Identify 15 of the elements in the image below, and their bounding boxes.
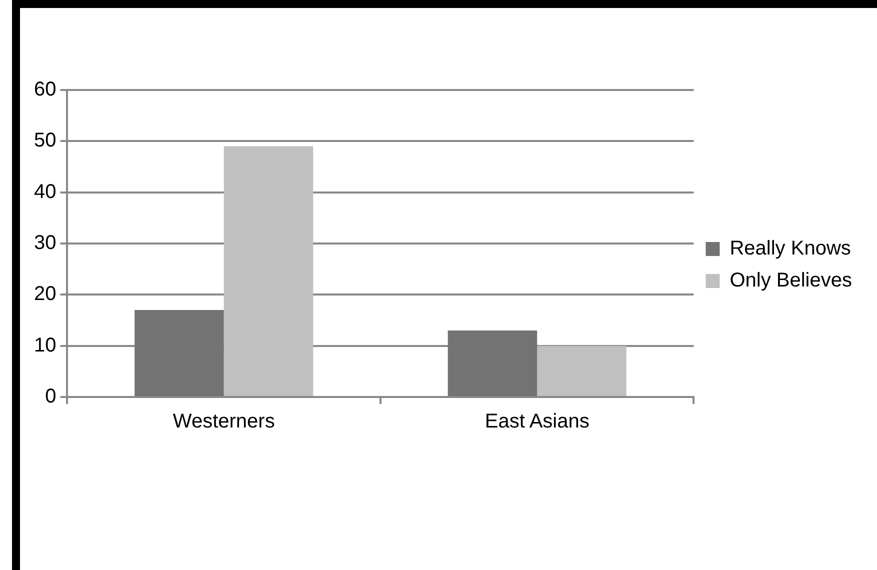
x-tick-label: Westerners (172, 410, 275, 433)
y-tick-label: 20 (34, 283, 56, 306)
y-tick-label: 0 (45, 386, 56, 408)
x-tick-label: East Asians (484, 410, 590, 433)
y-tick-label: 50 (34, 130, 56, 152)
bar (134, 310, 224, 396)
legend-label: Really Knows (730, 238, 851, 260)
bar (537, 346, 626, 396)
y-tick-label: 10 (34, 334, 56, 356)
bar (448, 330, 538, 396)
y-tick-label: 60 (34, 78, 56, 101)
y-tick-label: 30 (34, 232, 56, 254)
y-tick-label: 40 (34, 180, 56, 203)
bar (224, 146, 314, 396)
legend-label: Only Believes (730, 270, 852, 292)
